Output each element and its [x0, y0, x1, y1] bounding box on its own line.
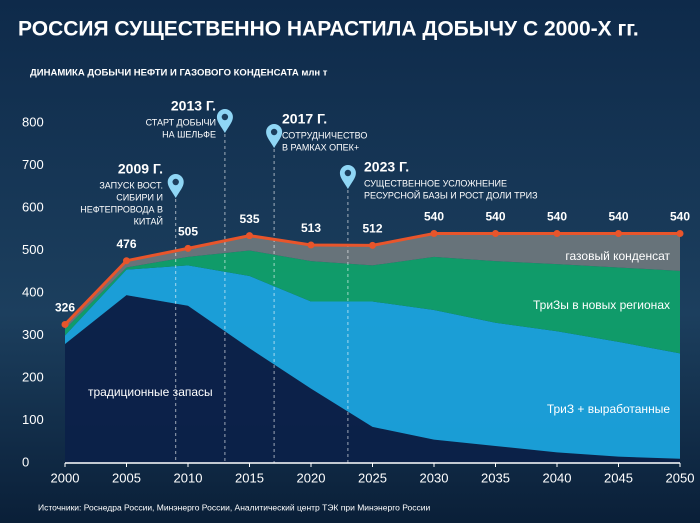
annotation-text: НА ШЕЛЬФЕ [162, 129, 216, 139]
data-label: 540 [485, 210, 505, 224]
area [65, 233, 680, 330]
total-point [307, 241, 315, 249]
annotation-text: НЕФТЕПРОВОДА В [80, 204, 163, 214]
area-label: ТриЗы в новых регионах [533, 298, 670, 312]
data-label: 535 [239, 212, 259, 226]
pin [167, 174, 184, 198]
annotation-text: СУЩЕСТВЕННОЕ УСЛОЖНЕНИЕ [364, 178, 507, 188]
pin-icon [266, 124, 283, 148]
data-label: 505 [178, 225, 198, 239]
area-label: ТриЗ + выработанные [547, 402, 671, 416]
total-point [492, 230, 499, 237]
total-point [553, 230, 561, 237]
area [65, 250, 680, 354]
x-tick-label: 2015 [235, 470, 264, 485]
pin-hole [221, 113, 229, 121]
total-point [615, 230, 622, 237]
pin-icon [339, 165, 356, 189]
x-tick-label: 2035 [481, 470, 510, 485]
total-point [123, 257, 130, 265]
pin-icon [216, 109, 233, 133]
x-tick-label: 2050 [666, 470, 695, 485]
y-tick-label: 600 [22, 199, 44, 214]
y-tick-label: 300 [22, 327, 44, 342]
pin-hole [270, 128, 278, 136]
annotation-text: ЗАПУСК ВОСТ. [99, 180, 163, 190]
annotation-text: КИТАЙ [134, 215, 163, 226]
data-label: 540 [608, 210, 628, 224]
pin-icon [167, 174, 184, 198]
x-tick-label: 2030 [420, 470, 449, 485]
annotation-text: РЕСУРСНОЙ БАЗЫ И РОСТ ДОЛИ ТРИЗ [364, 189, 538, 200]
area-label: газовый конденсат [565, 249, 670, 263]
y-tick-label: 700 [22, 157, 44, 172]
chart-subtitle: ДИНАМИКА ДОБЫЧИ НЕФТИ И ГАЗОВОГО КОНДЕНС… [30, 68, 328, 79]
total-point [246, 232, 253, 240]
data-label: 540 [424, 210, 444, 224]
annotation-text: СИБИРИ И [116, 192, 163, 202]
data-label: 476 [116, 237, 136, 251]
annotation-text: СОТРУДНИЧЕСТВО [282, 130, 367, 140]
data-label: 540 [670, 210, 690, 224]
y-tick-label: 800 [22, 114, 44, 129]
y-tick-label: 500 [22, 242, 44, 257]
x-tick-label: 2040 [543, 470, 572, 485]
annotation-text: СТАРТ ДОБЫЧИ [146, 117, 216, 127]
data-label: 513 [301, 221, 321, 235]
y-tick-label: 400 [22, 284, 44, 299]
annotation-text: В РАМКАХ ОПЕК+ [282, 142, 359, 152]
area [65, 265, 680, 459]
y-tick-label: 200 [22, 369, 44, 384]
pin [216, 109, 233, 133]
area-label: традиционные запасы [88, 385, 213, 399]
pin [339, 165, 356, 189]
x-tick-label: 2010 [174, 470, 203, 485]
total-point [184, 244, 192, 252]
chart-title: РОССИЯ СУЩЕСТВЕННО НАРАСТИЛА ДОБЫЧУ С 20… [18, 18, 639, 41]
area [65, 295, 680, 463]
annotation-title: 2009 Г. [118, 161, 163, 177]
x-tick-label: 2000 [51, 470, 80, 485]
x-tick-label: 2005 [112, 470, 141, 485]
data-label: 540 [547, 210, 567, 224]
y-tick-label: 100 [22, 412, 44, 427]
source: Источники: Роснедра России, Минэнерго Ро… [38, 502, 430, 512]
x-tick-label: 2020 [297, 470, 326, 485]
annotation-title: 2023 Г. [364, 159, 409, 175]
pin [266, 124, 283, 148]
data-label: 326 [55, 301, 75, 315]
annotation-title: 2017 Г. [282, 111, 327, 127]
total-point [61, 320, 69, 328]
data-label: 512 [362, 222, 382, 236]
total-point [676, 230, 684, 237]
x-tick-label: 2025 [358, 470, 387, 485]
x-tick-label: 2045 [604, 470, 633, 485]
pin-hole [172, 178, 179, 186]
annotation-title: 2013 Г. [171, 98, 216, 114]
y-tick-label: 0 [22, 454, 29, 469]
pin-hole [344, 169, 352, 177]
total-point [369, 241, 376, 249]
total-point [430, 230, 438, 237]
